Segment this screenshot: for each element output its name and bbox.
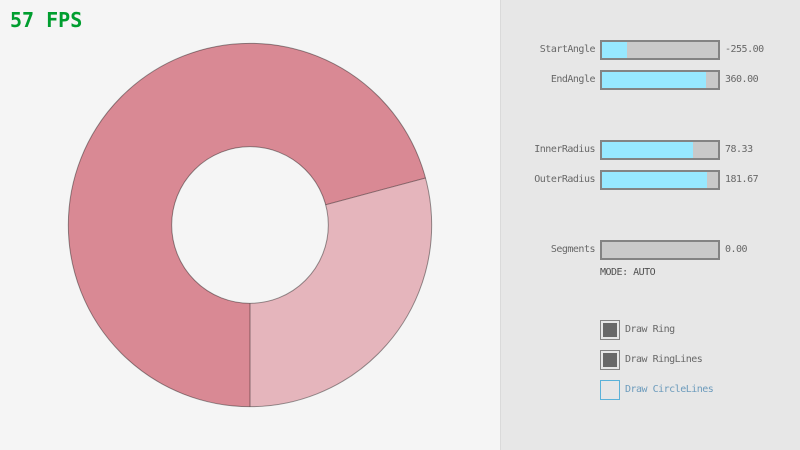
controls-panel: StartAngle -255.00 EndAngle 360.00 Inner… <box>500 0 800 450</box>
inner-radius-label: InnerRadius <box>534 144 595 155</box>
draw-ringlines-checkmark <box>603 353 617 367</box>
ring-outer-outline <box>67 42 433 408</box>
segments-row: Segments 0.00 <box>500 240 800 260</box>
start-angle-value: -255.00 <box>725 44 764 55</box>
start-angle-slider[interactable] <box>600 40 720 60</box>
draw-ring-label: Draw Ring <box>625 324 675 335</box>
outer-radius-value: 181.67 <box>725 174 759 185</box>
draw-ring-row: Draw Ring <box>500 320 800 340</box>
inner-radius-slider[interactable] <box>600 140 720 160</box>
segments-label: Segments <box>550 244 596 255</box>
ring-inner-outline <box>171 146 329 304</box>
draw-ring-checkbox[interactable] <box>600 320 620 340</box>
draw-circlelines-checkbox[interactable] <box>600 380 620 400</box>
start-angle-row: StartAngle -255.00 <box>500 40 800 60</box>
start-angle-slider-fill <box>602 42 628 58</box>
inner-radius-row: InnerRadius 78.33 <box>500 140 800 160</box>
outer-radius-label: OuterRadius <box>534 174 595 185</box>
segments-slider[interactable] <box>600 240 720 260</box>
segments-value: 0.00 <box>725 244 748 255</box>
ring-single-sector <box>250 177 432 407</box>
outer-radius-row: OuterRadius 181.67 <box>500 170 800 190</box>
end-angle-slider-fill <box>602 72 707 88</box>
ring-overlap-sector <box>68 43 426 407</box>
outer-radius-slider[interactable] <box>600 170 720 190</box>
ring-radial-line-upper-right <box>325 177 426 206</box>
fps-counter: 57 FPS <box>10 8 83 32</box>
segments-mode-text: MODE: AUTO <box>600 267 656 278</box>
draw-ring-checkmark <box>603 323 617 337</box>
end-angle-slider[interactable] <box>600 70 720 90</box>
inner-radius-value: 78.33 <box>725 144 753 155</box>
start-angle-label: StartAngle <box>539 44 596 55</box>
end-angle-value: 360.00 <box>725 74 759 85</box>
draw-ringlines-checkbox[interactable] <box>600 350 620 370</box>
panel-divider-line <box>500 0 501 450</box>
draw-circlelines-row: Draw CircleLines <box>500 380 800 400</box>
draw-ringlines-label: Draw RingLines <box>625 354 703 365</box>
end-angle-label: EndAngle <box>550 74 596 85</box>
ring-render-canvas <box>67 42 433 408</box>
draw-circlelines-label: Draw CircleLines <box>625 384 714 395</box>
end-angle-row: EndAngle 360.00 <box>500 70 800 90</box>
inner-radius-slider-fill <box>602 142 693 158</box>
outer-radius-slider-fill <box>602 172 708 188</box>
draw-ringlines-row: Draw RingLines <box>500 350 800 370</box>
